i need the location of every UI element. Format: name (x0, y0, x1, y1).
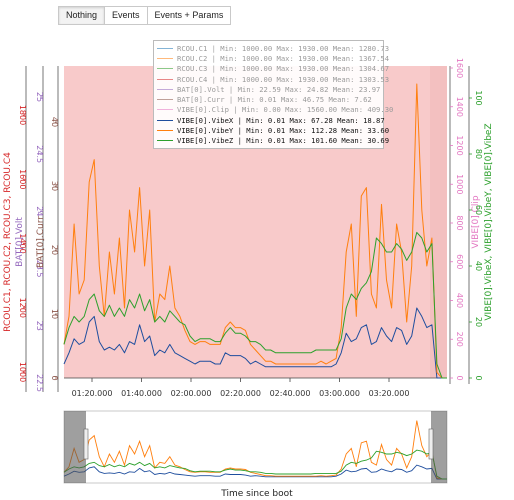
clip-tick-label: 800 (455, 215, 464, 230)
volt-tick-label: 22.5 (35, 374, 44, 392)
rcou-tick-label: 1600 (18, 169, 27, 189)
legend-label: VIBE[0].Clip | Min: 0.00 Max: 1560.00 Me… (177, 105, 394, 115)
clip-tick-label: 600 (455, 254, 464, 269)
legend-label: VIBE[0].VibeX | Min: 0.01 Max: 67.28 Mea… (177, 115, 385, 125)
legend-swatch (157, 88, 173, 90)
legend-item[interactable]: VIBE[0].VibeZ | Min: 0.01 Max: 101.60 Me… (157, 136, 389, 146)
legend-swatch (157, 140, 173, 142)
series-line-vibevibez (63, 231, 447, 379)
legend-item[interactable]: RCOU.C3 | Min: 1000.00 Max: 1930.00 Mean… (157, 64, 389, 74)
legend-label: BAT[0].Curr | Min: 0.01 Max: 46.75 Mean:… (177, 95, 372, 105)
curr-tick-label: 20 (50, 245, 59, 255)
legend-label: BAT[0].Volt | Min: 22.59 Max: 24.82 Mean… (177, 84, 381, 94)
legend-label: VIBE[0].VibeY | Min: 0.01 Max: 112.28 Me… (177, 126, 390, 136)
volt-axis-title: BAT[0].Volt (15, 217, 25, 267)
clip-tick-label: 1000 (455, 174, 464, 194)
volt-tick-label: 24 (35, 206, 44, 216)
clip-axis-title: VIBE[0].Clip (471, 195, 481, 249)
rcou-axis-title: RCOU.C1, RCOU.C2, RCOU.C3, RCOU.C4 (3, 152, 13, 332)
preset-buttons: Nothing Events Events + Params (58, 6, 232, 25)
vibe-tick-label: 20 (474, 317, 483, 327)
vibe-tick-label: 0 (474, 375, 483, 380)
x-axis-title: Time since boot (221, 489, 293, 499)
clip-tick-label: 1400 (455, 97, 464, 117)
legend-item[interactable]: VIBE[0].VibeX | Min: 0.01 Max: 67.28 Mea… (157, 115, 385, 125)
range-series-line (63, 420, 447, 480)
legend-swatch (157, 57, 173, 59)
x-tick-label: 01:20.000 (72, 389, 113, 398)
vibe-tick-label: 60 (474, 205, 483, 215)
range-mask-right (431, 411, 447, 483)
clip-tick-label: 400 (455, 293, 464, 308)
legend-swatch (157, 130, 173, 132)
legend-item[interactable]: VIBE[0].Clip | Min: 0.00 Max: 1560.00 Me… (157, 105, 393, 115)
vibe-tick-label: 80 (474, 149, 483, 159)
rcou-tick-label: 1000 (18, 362, 27, 382)
vibe-tick-label: 40 (474, 261, 483, 271)
legend-item[interactable]: RCOU.C1 | Min: 1000.00 Max: 1930.00 Mean… (157, 43, 389, 53)
vibe-axis-title: VIBE[0].VibeX, VIBE[0].VibeY, VIBE[0].Vi… (484, 123, 494, 320)
legend-item[interactable]: VIBE[0].VibeY | Min: 0.01 Max: 112.28 Me… (157, 125, 389, 135)
curr-axis-title: BAT[0].Curr (36, 216, 46, 268)
legend-item[interactable]: RCOU.C4 | Min: 1000.00 Max: 1930.00 Mean… (157, 74, 389, 84)
legend-label: RCOU.C4 | Min: 1000.00 Max: 1930.00 Mean… (177, 74, 390, 84)
volt-tick-label: 24.5 (35, 145, 44, 163)
legend-label: RCOU.C1 | Min: 1000.00 Max: 1930.00 Mean… (177, 43, 390, 53)
legend-swatch (157, 47, 173, 49)
x-tick-label: 03:00.000 (319, 389, 360, 398)
x-tick-label: 02:00.000 (171, 389, 212, 398)
legend[interactable]: RCOU.C1 | Min: 1000.00 Max: 1930.00 Mean… (153, 40, 393, 149)
legend-item[interactable]: BAT[0].Volt | Min: 22.59 Max: 24.82 Mean… (157, 84, 380, 94)
range-handle-right (428, 428, 434, 460)
legend-label: RCOU.C3 | Min: 1000.00 Max: 1930.00 Mean… (177, 64, 390, 74)
legend-item[interactable]: BAT[0].Curr | Min: 0.01 Max: 46.75 Mean:… (157, 94, 380, 104)
rcou-tick-label: 1400 (18, 233, 27, 253)
range-series-line (63, 464, 447, 480)
rcou-tick-label: 1800 (18, 105, 27, 125)
legend-label: VIBE[0].VibeZ | Min: 0.01 Max: 101.60 Me… (177, 136, 390, 146)
clip-tick-label: 200 (455, 332, 464, 347)
range-slider (63, 410, 448, 484)
rcou-tick-label: 1200 (18, 298, 27, 318)
legend-swatch (157, 99, 173, 101)
series-line-vibevibey (63, 83, 447, 379)
volt-tick-label: 23.5 (35, 260, 44, 278)
legend-label: RCOU.C2 | Min: 1000.00 Max: 1930.00 Mean… (177, 53, 390, 63)
series-line-vibevibex (63, 307, 447, 379)
curr-tick-label: 30 (50, 181, 59, 191)
x-tick-label: 03:20.000 (369, 389, 410, 398)
legend-swatch (157, 109, 173, 111)
x-tick-label: 02:20.000 (220, 389, 261, 398)
clip-tick-label: 0 (455, 375, 464, 380)
events-button[interactable]: Events (105, 6, 148, 25)
curr-tick-label: 10 (50, 309, 59, 319)
volt-tick-label: 25 (35, 92, 44, 102)
nothing-button[interactable]: Nothing (58, 6, 106, 25)
legend-swatch (157, 78, 173, 80)
x-tick-label: 02:40.000 (270, 389, 311, 398)
legend-swatch (157, 119, 173, 121)
x-tick-label: 01:40.000 (121, 389, 162, 398)
clip-tick-label: 1600 (455, 58, 464, 78)
clip-tick-label: 1200 (455, 135, 464, 155)
vibe-tick-label: 100 (474, 90, 483, 105)
legend-swatch (157, 68, 173, 70)
curr-tick-label: 0 (50, 375, 59, 380)
range-series-line (63, 449, 447, 480)
curr-tick-label: 40 (50, 117, 59, 127)
range-handle-left (83, 428, 89, 460)
legend-item[interactable]: RCOU.C2 | Min: 1000.00 Max: 1930.00 Mean… (157, 53, 389, 63)
events-params-button[interactable]: Events + Params (147, 6, 232, 25)
range-mask-left (64, 411, 86, 483)
volt-tick-label: 23 (35, 321, 44, 331)
